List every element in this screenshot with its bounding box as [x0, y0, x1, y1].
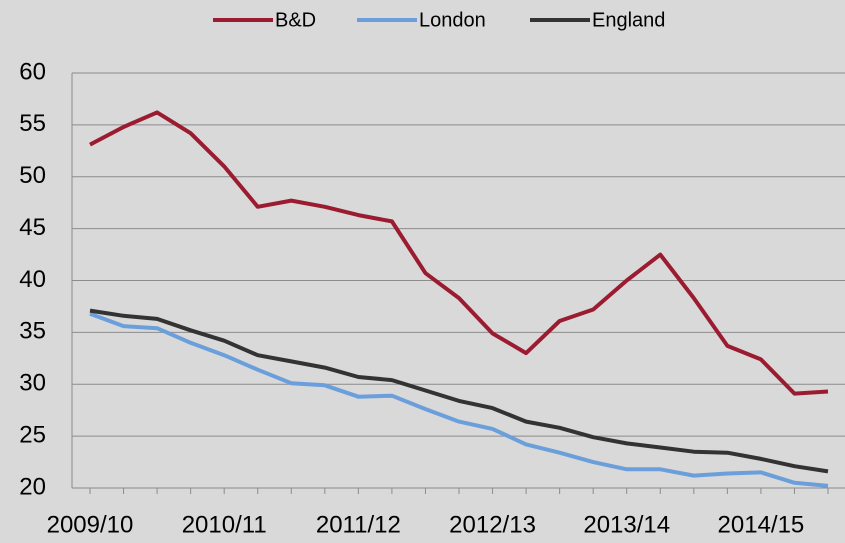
y-tick-label: 20 — [19, 473, 46, 500]
x-tick-label: 2009/10 — [47, 511, 134, 538]
x-tick-label: 2013/14 — [583, 511, 670, 538]
x-tick-label: 2014/15 — [718, 511, 805, 538]
y-tick-label: 40 — [19, 266, 46, 293]
x-tick-label: 2012/13 — [449, 511, 536, 538]
y-tick-label: 35 — [19, 318, 46, 345]
x-tick-label: 2011/12 — [316, 511, 401, 538]
y-tick-label: 45 — [19, 214, 46, 241]
legend-label: B&D — [275, 9, 316, 31]
line-series — [89, 110, 829, 396]
y-tick-label: 25 — [19, 421, 46, 448]
line-series — [89, 308, 829, 474]
y-tick-label: 30 — [19, 370, 46, 397]
legend-label: England — [592, 9, 665, 31]
x-tick-label: 2010/11 — [182, 511, 267, 538]
y-tick-label: 55 — [19, 110, 46, 137]
line-series — [89, 311, 829, 488]
y-tick-label: 60 — [19, 58, 46, 85]
legend-label: London — [419, 9, 486, 31]
y-tick-label: 50 — [19, 162, 46, 189]
